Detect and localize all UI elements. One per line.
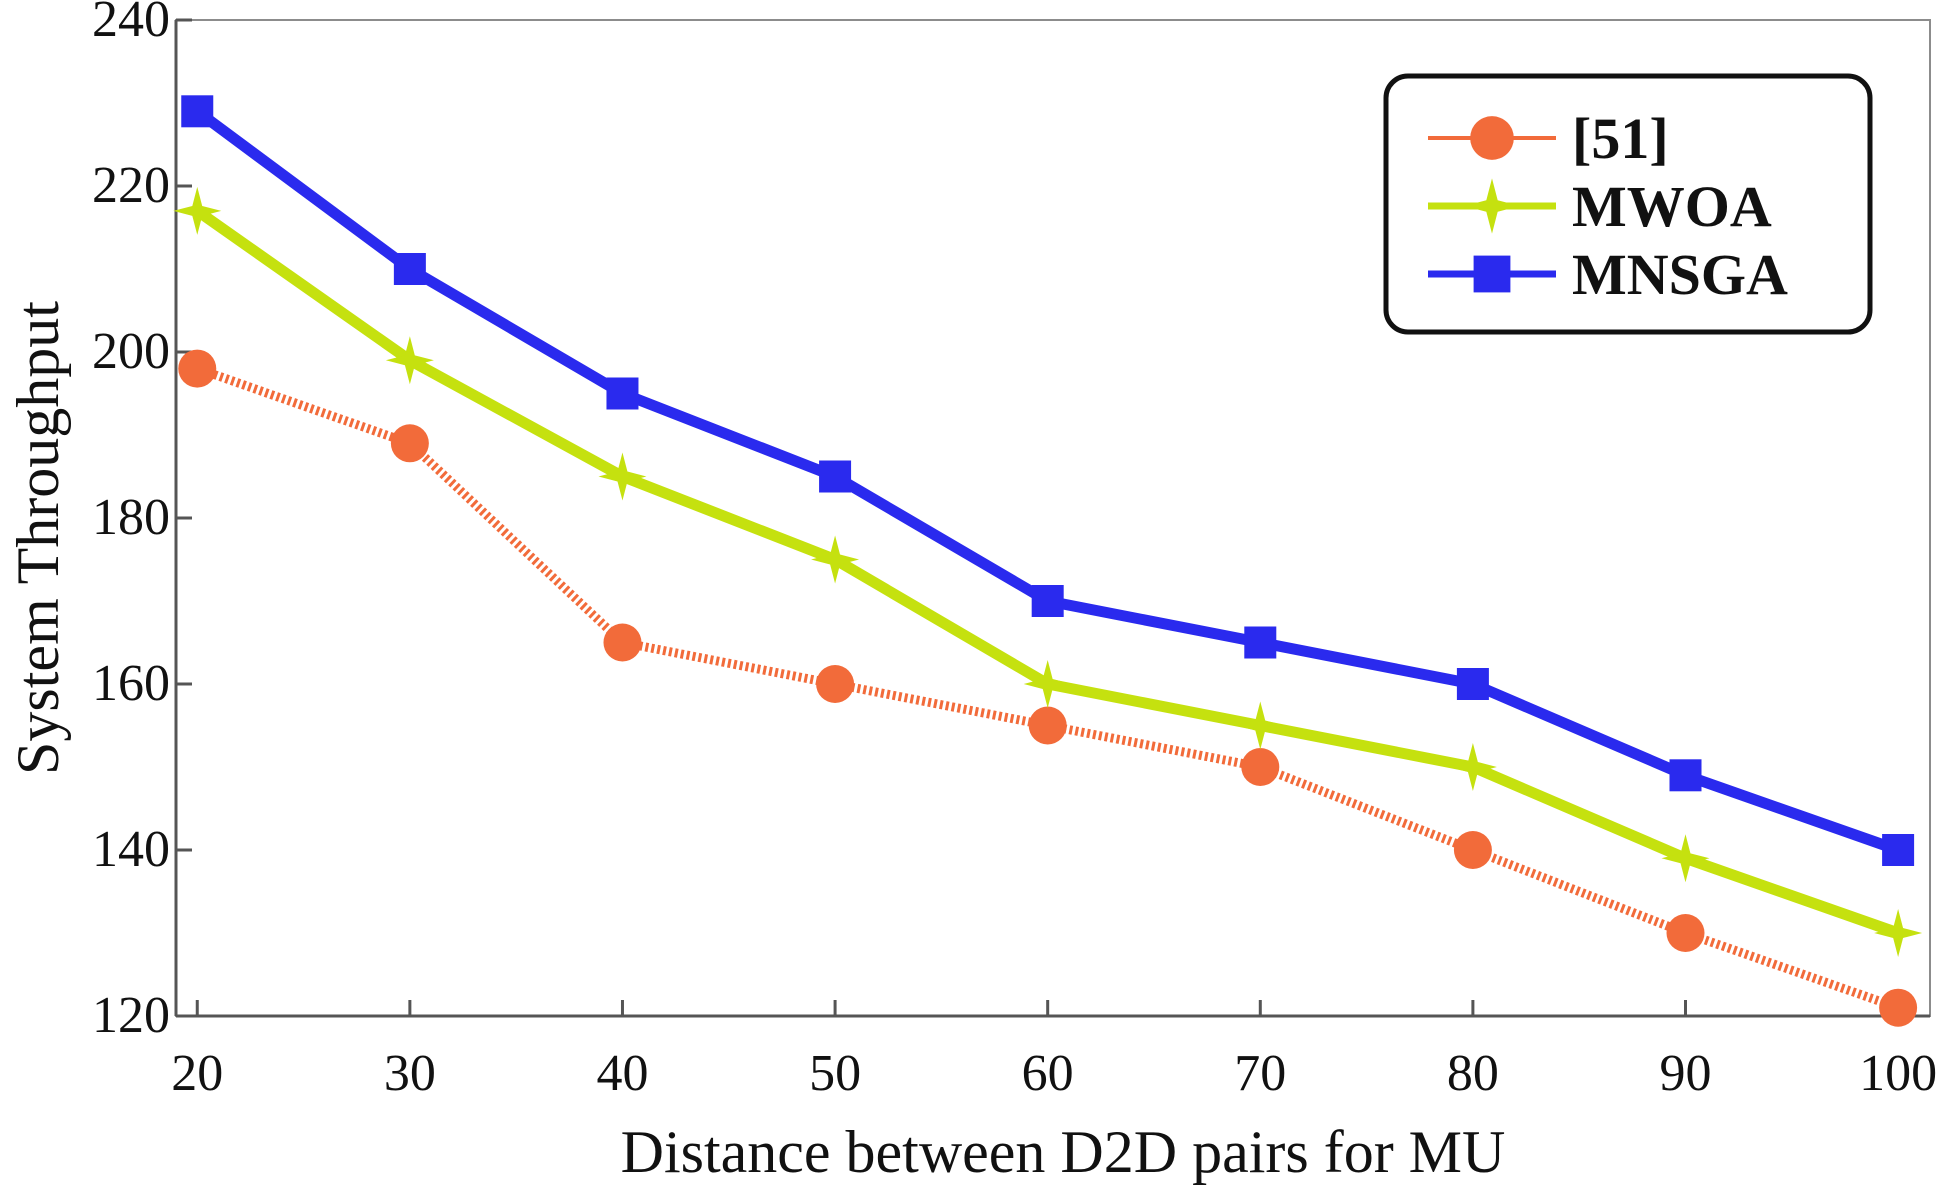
data-point-marker [1448,743,1497,791]
data-point-marker [816,665,855,703]
y-tick-label: 220 [92,157,170,214]
data-point-marker [1456,668,1489,700]
legend-entry: [51] [1428,106,1669,171]
data-point-marker [603,623,642,662]
data-point-marker [181,95,214,128]
x-tick-label: 20 [171,1045,223,1102]
data-point-marker [385,336,434,385]
data-point-marker [1879,988,1918,1027]
data-point-marker [1236,701,1285,750]
x-tick-label: 30 [384,1045,436,1102]
y-axis-label: System Throughput [5,301,71,775]
y-axis: 120 140 160 180 200 220 240 [92,0,192,1044]
x-tick-label: 50 [809,1045,861,1102]
data-point-marker [1666,914,1705,952]
x-tick-label: 100 [1859,1045,1937,1102]
x-tick-label: 40 [596,1045,648,1102]
data-point-marker [1031,585,1064,617]
legend-label: MNSGA [1572,242,1788,307]
x-tick-label: 90 [1660,1045,1712,1102]
x-tick-label: 70 [1234,1045,1286,1102]
y-tick-label: 160 [92,655,170,712]
data-point-marker [1661,834,1710,883]
legend-label: MWOA [1572,174,1772,239]
data-point-marker [173,186,222,235]
legend-marker [1470,116,1514,160]
series-layer [173,95,1923,1027]
data-point-marker [1453,831,1492,869]
y-tick-label: 140 [92,821,170,878]
y-tick-label: 240 [92,0,170,48]
data-point-marker [393,253,426,285]
data-point-marker [1669,759,1702,792]
y-tick-label: 120 [92,987,170,1044]
data-point-marker [1023,660,1072,708]
x-axis-label: Distance between D2D pairs for MU [621,1119,1506,1185]
data-point-marker [1244,626,1277,659]
data-point-marker [390,424,429,463]
y-tick-label: 200 [92,323,170,380]
legend-label: [51] [1572,106,1669,171]
data-point-marker [598,452,647,501]
x-tick-label: 60 [1022,1045,1074,1102]
legend-entry: MNSGA [1428,242,1788,307]
data-point-marker [1874,909,1923,957]
data-point-marker [1241,748,1280,786]
x-tick-label: 80 [1447,1045,1499,1102]
data-point-marker [811,535,860,584]
data-point-marker [606,377,639,410]
series-mwoa [173,186,1923,957]
series-51 [178,349,1918,1027]
x-axis: 20 30 40 50 60 70 80 90 100 [171,1000,1937,1102]
series-mnsga [181,95,1915,866]
data-point-marker [1882,834,1915,866]
data-point-marker [819,460,852,493]
legend-marker [1473,255,1511,293]
legend-marker [1464,178,1520,234]
data-point-marker [1028,706,1067,745]
data-point-marker [178,349,217,388]
legend-entry: MWOA [1428,174,1772,239]
y-tick-label: 180 [92,489,170,546]
